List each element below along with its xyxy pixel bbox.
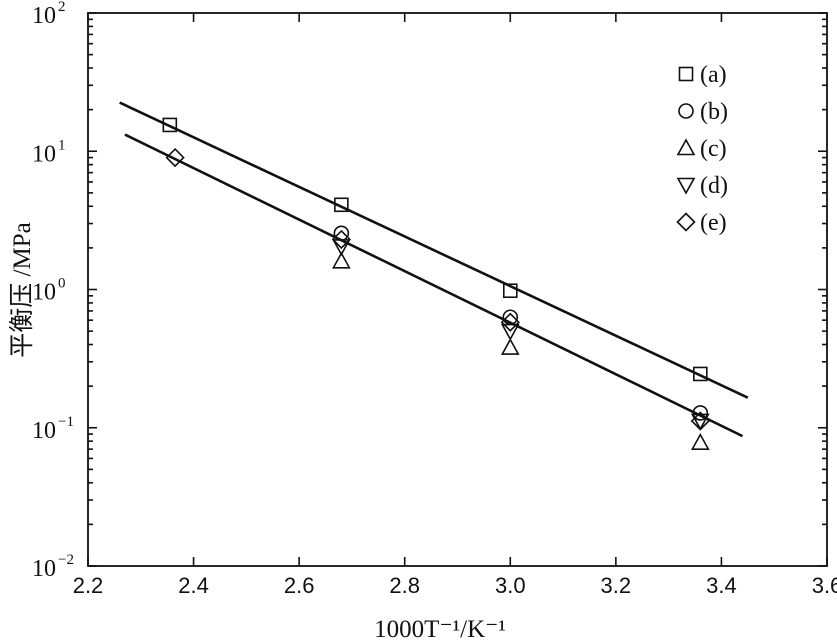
x-axis-label: 1000T⁻¹/K⁻¹	[374, 616, 506, 642]
x-axis: 2.2 2.4 2.6 2.8 3.0 3.2 3.4 3.6	[73, 13, 837, 598]
data-point-diamond	[690, 411, 710, 431]
data-point-diamond	[165, 147, 185, 168]
legend-label: (a)	[700, 62, 727, 88]
data-point-triangle-up	[332, 251, 351, 269]
legend-marker-circle	[678, 103, 694, 119]
y-tick-label: 10	[32, 141, 56, 167]
y-axis-label: 平衡压 /MPa	[8, 222, 36, 357]
fit-line	[119, 101, 749, 399]
legend-label: (b)	[700, 99, 728, 125]
data-point-triangle-down	[500, 323, 520, 341]
data-point-diamond	[500, 312, 520, 332]
legend-marker-triangle-down	[676, 177, 696, 195]
data-point-circle	[692, 405, 709, 421]
data-point-square	[502, 283, 518, 299]
y-tick-label: 10	[32, 556, 56, 582]
data-point-triangle-down	[332, 239, 351, 257]
data-points	[162, 117, 710, 450]
data-point-triangle-up	[690, 433, 710, 450]
fit-lines	[119, 101, 749, 438]
fit-line	[124, 133, 744, 438]
x-tick-label: 2.2	[73, 573, 104, 598]
legend-marker-diamond	[676, 212, 696, 232]
y-tick-label: 10	[32, 3, 56, 29]
plot-frame	[87, 12, 828, 567]
y-tick-label-exponent: −2	[58, 552, 74, 568]
legend: (a) (b) (c) (d) (e)	[676, 62, 728, 236]
x-tick-label: 2.6	[284, 573, 315, 598]
y-tick-label-exponent: 1	[58, 137, 66, 153]
data-point-square	[162, 117, 178, 133]
data-point-diamond	[331, 229, 352, 250]
x-tick-label: 3.0	[495, 573, 526, 598]
x-tick-label: 3.2	[601, 573, 632, 598]
x-tick-label: 2.8	[389, 573, 420, 598]
x-tick-label: 3.6	[812, 573, 837, 598]
y-tick-label-exponent: −1	[58, 414, 74, 430]
y-tick-label: 10	[32, 280, 56, 306]
legend-marker-square	[678, 66, 694, 82]
legend-label: (e)	[700, 210, 727, 236]
y-tick-label-exponent: 2	[58, 0, 66, 15]
data-point-triangle-down	[690, 413, 710, 431]
data-point-square	[693, 366, 708, 382]
x-tick-label: 3.4	[706, 573, 737, 598]
data-point-circle	[333, 225, 350, 242]
legend-label: (d)	[700, 173, 728, 199]
y-tick-label: 10	[32, 418, 56, 444]
data-point-square	[334, 197, 349, 213]
y-tick-label-exponent: 0	[58, 276, 66, 292]
data-point-triangle-up	[500, 337, 520, 355]
legend-label: (c)	[700, 136, 727, 162]
x-tick-label: 2.4	[178, 573, 209, 598]
legend-marker-triangle-up	[676, 138, 696, 156]
